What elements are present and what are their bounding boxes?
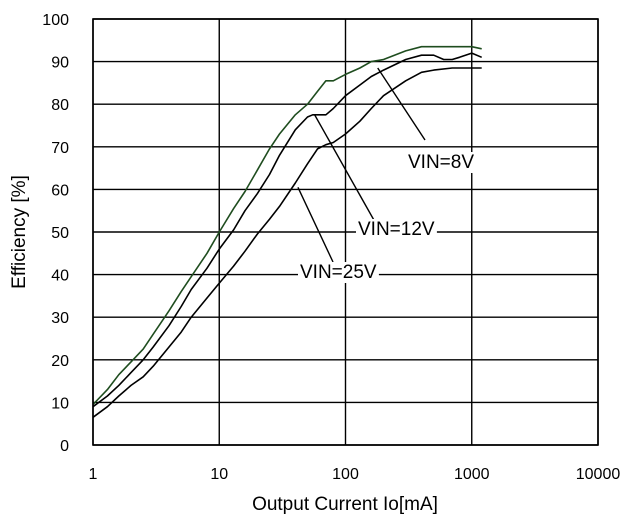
x-tick-label: 10000 xyxy=(576,466,621,483)
x-tick-label: 1 xyxy=(89,466,98,483)
x-tick-label: 10 xyxy=(210,466,228,483)
annotation-label-3: VIN=25V xyxy=(300,262,377,283)
y-tick-label: 100 xyxy=(42,12,69,29)
x-axis-ticks: 1 10 100 1000 10000 xyxy=(89,466,621,483)
series-lines xyxy=(92,45,483,418)
y-axis-title: Efficiency [%] xyxy=(9,175,30,289)
series-annotations: VIN=8V VIN=12V VIN=25V xyxy=(298,152,477,283)
annotation-leader-3 xyxy=(297,186,334,263)
y-tick-label: 80 xyxy=(51,97,69,114)
annotation-leader-lines xyxy=(297,67,426,263)
annotation-leader-2 xyxy=(314,114,376,223)
y-tick-label: 60 xyxy=(51,182,69,199)
x-axis-title: Output Current Io[mA] xyxy=(252,494,438,515)
series-line-2 xyxy=(92,52,483,408)
plot-frame xyxy=(92,18,599,446)
annotation-label-bg xyxy=(298,262,379,283)
y-tick-label: 30 xyxy=(51,310,69,327)
annotation-label-2: VIN=12V xyxy=(358,219,435,240)
annotation-label-bg xyxy=(406,152,477,173)
annotation-label-bg xyxy=(356,219,437,240)
y-tick-label: 40 xyxy=(51,268,69,285)
y-tick-label: 10 xyxy=(51,395,69,412)
series-line-1 xyxy=(92,45,482,406)
y-tick-label: 20 xyxy=(51,353,69,370)
series-line-3 xyxy=(92,67,482,418)
y-tick-label: 90 xyxy=(51,55,69,72)
x-tick-label: 1000 xyxy=(454,466,490,483)
annotation-label-1: VIN=8V xyxy=(408,152,474,173)
y-tick-label: 0 xyxy=(60,438,69,455)
grid-lines xyxy=(92,18,599,446)
x-tick-label: 100 xyxy=(332,466,359,483)
annotation-leader-1 xyxy=(377,67,426,141)
y-axis-ticks: 0 10 20 30 40 50 60 70 80 90 100 xyxy=(42,12,69,455)
y-tick-label: 70 xyxy=(51,140,69,157)
y-tick-label: 50 xyxy=(51,225,69,242)
